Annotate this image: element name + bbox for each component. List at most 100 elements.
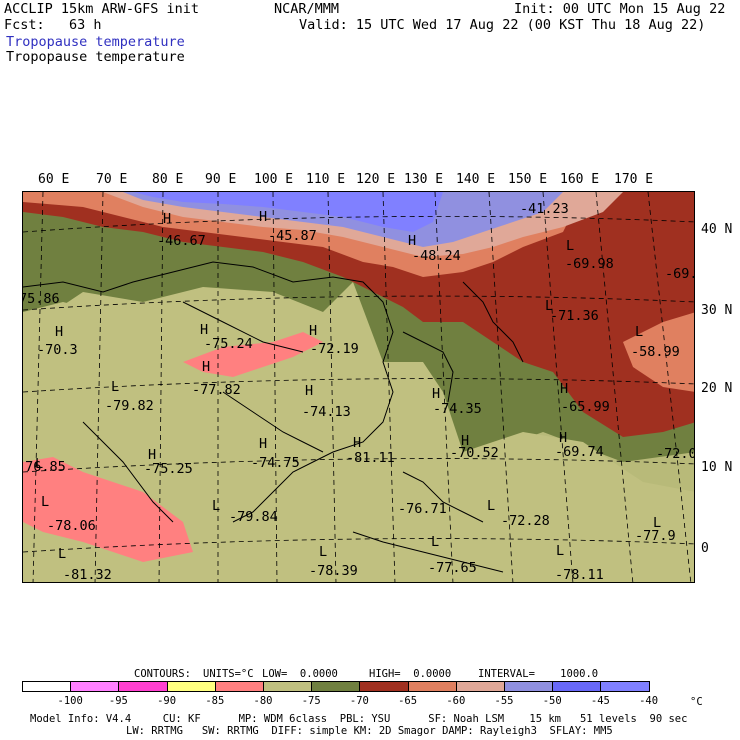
shade-pink-sw	[23, 457, 193, 562]
map-canvas	[23, 192, 694, 582]
high-marker: H	[432, 386, 441, 402]
low-marker: L	[556, 543, 565, 559]
low-marker: L	[41, 494, 50, 510]
physics-info-line: LW: RRTMG SW: RRTMG DIFF: simple KM: 2D …	[126, 725, 613, 737]
longitude-label: 60 E	[38, 172, 70, 187]
contour-value-label: -76.71	[398, 501, 447, 517]
longitude-label: 150 E	[508, 172, 548, 187]
colorbar-tick-label: -40	[639, 695, 659, 707]
colorbar-swatch	[70, 681, 120, 692]
high-marker: H	[259, 209, 268, 225]
high-marker: H	[309, 323, 318, 339]
init-time: Init: 00 UTC Mon 15 Aug 22	[514, 1, 726, 17]
high-marker: H	[559, 430, 568, 446]
low-marker: L	[212, 498, 221, 514]
longitude-label: 90 E	[205, 172, 237, 187]
colorbar-swatch	[407, 681, 457, 692]
colorbar-swatch	[359, 681, 409, 692]
contour-value-label: -79.84	[229, 509, 278, 525]
colorbar-tick-label: -100	[57, 695, 83, 707]
shaded-field-label: Tropopause temperature	[6, 34, 185, 50]
colorbar-unit: °C	[690, 696, 703, 708]
contour-value-label: -78.06	[47, 518, 96, 534]
latitude-label: 20 N	[701, 381, 733, 396]
longitude-label: 140 E	[456, 172, 496, 187]
model-info-line: Model Info: V4.4 CU: KF MP: WDM 6class P…	[30, 713, 688, 725]
shade-tan-south	[453, 432, 694, 582]
contour-value-label: -69.98	[565, 256, 614, 272]
contour-value-label: -81.32	[63, 567, 112, 583]
low-marker: L	[111, 379, 120, 395]
valid-time: Valid: 15 UTC Wed 17 Aug 22 (00 KST Thu …	[299, 17, 706, 33]
colorbar-tick-label: -80	[253, 695, 273, 707]
colorbar-swatch	[504, 681, 554, 692]
contour-field-label: Tropopause temperature	[6, 49, 185, 65]
shade-blue	[133, 192, 443, 232]
latitude-label: 30 N	[701, 303, 733, 318]
colorbar-tick-label: -75	[301, 695, 321, 707]
shade-purple	[123, 192, 563, 247]
contour-value-label: -76.85	[23, 459, 66, 475]
low-marker: L	[319, 544, 328, 560]
longitude-label: 160 E	[560, 172, 600, 187]
high-marker: H	[560, 381, 569, 397]
contour-value-label: -58.99	[631, 344, 680, 360]
high-marker: H	[408, 233, 417, 249]
high-marker: H	[55, 324, 64, 340]
high-marker: H	[461, 433, 470, 449]
colorbar-tick-label: -95	[108, 695, 128, 707]
shade-red	[23, 192, 694, 437]
latitude-label: 0	[701, 541, 709, 556]
contour-value-label: -77.9	[635, 528, 676, 544]
low-marker: L	[566, 238, 575, 254]
low-marker: L	[545, 298, 554, 314]
contour-value-label: -71.36	[550, 308, 599, 324]
interval-label: INTERVAL= 1000.0	[478, 668, 599, 680]
contour-value-label: -77.82	[192, 382, 241, 398]
low-marker: L	[58, 546, 67, 562]
longitude-label: 100 E	[254, 172, 294, 187]
contours-label: CONTOURS:	[134, 668, 191, 680]
contour-value-label: -74.35	[433, 401, 482, 417]
colorbar-swatch	[214, 681, 264, 692]
contour-value-label: -41.23	[520, 201, 569, 217]
coastlines	[23, 261, 524, 573]
colorbar-swatch	[455, 681, 505, 692]
longitude-label: 70 E	[96, 172, 128, 187]
colorbar-swatch	[600, 681, 650, 692]
longitude-label: 80 E	[152, 172, 184, 187]
colorbar-tick-label: -70	[349, 695, 369, 707]
contour-value-label: -69.2	[665, 266, 694, 282]
colorbar-swatch	[311, 681, 361, 692]
contour-value-label: -70.3	[37, 342, 78, 358]
colorbar-swatch	[118, 681, 168, 692]
contour-value-label: -70.52	[450, 445, 499, 461]
colorbar-swatch	[552, 681, 602, 692]
contour-value-label: -72.28	[501, 513, 550, 529]
contour-value-label: -78.39	[309, 563, 358, 579]
longitude-label: 110 E	[306, 172, 346, 187]
high-marker: H	[353, 435, 362, 451]
latitude-label: 40 N	[701, 222, 733, 237]
colorbar-swatch	[22, 681, 72, 692]
colorbar-tick-label: -45	[590, 695, 610, 707]
contour-value-label: 75.86	[22, 291, 60, 307]
high-marker: H	[200, 322, 209, 338]
low-marker: L	[653, 515, 662, 531]
colorbar-swatch	[166, 681, 216, 692]
contour-value-label: -74.13	[302, 404, 351, 420]
low-marker: L	[431, 534, 440, 550]
center-label: NCAR/MMM	[274, 1, 340, 17]
low-label: LOW= 0.0000	[262, 668, 338, 680]
latitude-label: 10 N	[701, 460, 733, 475]
forecast-hour: Fcst: 63 h	[4, 17, 102, 33]
low-marker: L	[487, 498, 496, 514]
graticule	[23, 192, 694, 582]
contour-value-label: -75.25	[144, 461, 193, 477]
contour-value-label: -72.19	[310, 341, 359, 357]
high-marker: H	[202, 359, 211, 375]
colorbar-tick-label: -90	[157, 695, 177, 707]
longitude-label: 120 E	[356, 172, 396, 187]
colorbar-tick-label: -50	[542, 695, 562, 707]
contour-value-label: -45.87	[268, 228, 317, 244]
